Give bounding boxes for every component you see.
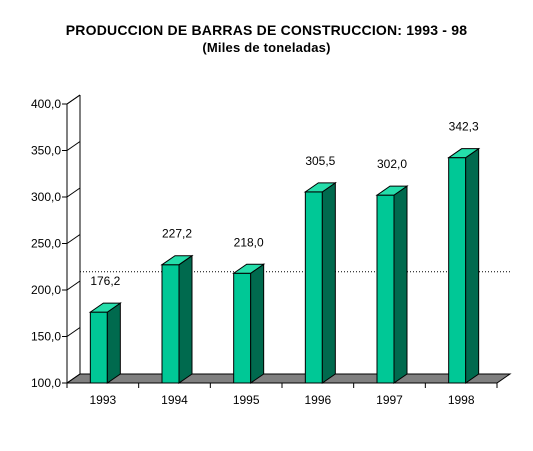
- y-tick-label: 200,0: [31, 283, 61, 297]
- bar-front-1998: [448, 157, 467, 384]
- chart-subtitle: (Miles de toneladas): [202, 40, 331, 55]
- y-tick-depth: [66, 373, 81, 384]
- data-label-1994: 227,2: [162, 227, 192, 241]
- y-tick-depth: [66, 280, 81, 291]
- bar-top-1993: [88, 302, 122, 313]
- y-tick-depth: [66, 187, 81, 198]
- y-tick-depth: [66, 327, 81, 337]
- bar-front-1996: [304, 191, 323, 384]
- y-tick-label: 250,0: [31, 237, 61, 251]
- bar-top-1997: [375, 185, 409, 196]
- bar-side-1995: [250, 263, 265, 384]
- x-tick-label-1995: 1995: [233, 393, 260, 407]
- bar-side-1998: [465, 147, 480, 384]
- y-tick-label: 100,0: [31, 376, 61, 390]
- data-label-1996: 305,5: [305, 154, 335, 168]
- chart-title: PRODUCCION DE BARRAS DE CONSTRUCCION: 19…: [65, 22, 468, 38]
- data-label-1995: 218,0: [234, 235, 264, 249]
- data-label-1998: 342,3: [449, 120, 479, 134]
- bar-front-1994: [161, 264, 180, 384]
- bar-front-1997: [376, 194, 395, 384]
- chart-floor: [65, 373, 512, 384]
- y-tick-label: 350,0: [31, 144, 61, 158]
- bar-top-1994: [160, 255, 194, 266]
- x-tick-label-1997: 1997: [376, 393, 403, 407]
- bar-side-1997: [393, 185, 408, 384]
- data-label-1993: 176,2: [90, 274, 120, 288]
- bar-side-1996: [321, 181, 336, 384]
- x-tick-label-1996: 1996: [304, 393, 331, 407]
- bar-side-1993: [106, 302, 121, 384]
- bar-front-1995: [233, 272, 252, 384]
- x-tick-label-1998: 1998: [448, 393, 475, 407]
- bar-front-1993: [89, 311, 108, 384]
- y-tick-label: 150,0: [31, 330, 61, 344]
- x-tick-label-1993: 1993: [89, 393, 116, 407]
- y-tick-label: 400,0: [31, 97, 61, 111]
- y-tick-depth: [66, 94, 81, 105]
- y-tick-depth: [66, 141, 81, 151]
- data-label-1997: 302,0: [377, 157, 407, 171]
- y-tick-depth: [66, 234, 81, 244]
- bar-side-1994: [178, 254, 193, 384]
- bar-top-1998: [447, 148, 481, 159]
- y-tick-label: 300,0: [31, 190, 61, 204]
- bar-top-1995: [232, 263, 266, 274]
- x-tick-label-1994: 1994: [161, 393, 188, 407]
- bar-top-1996: [303, 182, 337, 193]
